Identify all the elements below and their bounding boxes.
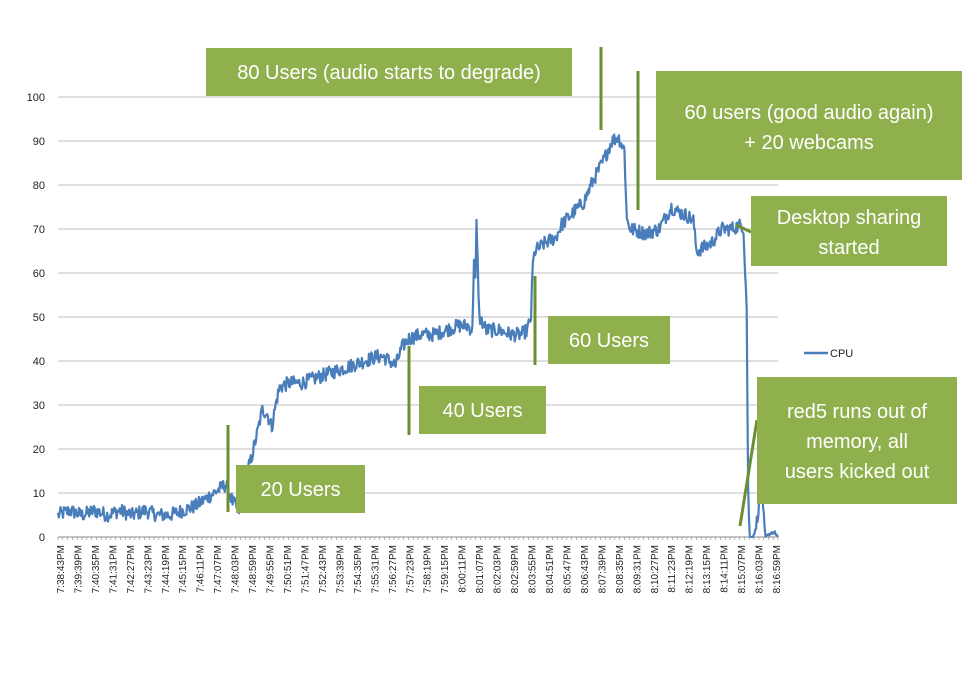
x-tick-label: 8:01:07PM xyxy=(475,545,486,593)
x-tick-label: 7:54:35PM xyxy=(353,545,364,593)
callout-box xyxy=(206,48,572,96)
y-tick-label: 40 xyxy=(33,356,45,368)
y-tick-label: 50 xyxy=(33,312,45,324)
x-tick-label: 8:07:39PM xyxy=(597,545,608,593)
x-tick-label: 8:02:59PM xyxy=(510,545,521,593)
x-tick-label: 7:41:31PM xyxy=(108,545,119,593)
callout-text: memory, all xyxy=(806,431,908,453)
x-tick-label: 8:04:51PM xyxy=(545,545,556,593)
callout-box xyxy=(751,196,947,266)
callout-text: 60 users (good audio again) xyxy=(684,102,933,124)
y-tick-label: 60 xyxy=(33,268,45,280)
x-tick-label: 7:55:31PM xyxy=(370,545,381,593)
x-tick-label: 7:38:43PM xyxy=(56,545,67,593)
x-tick-label: 8:16:59PM xyxy=(772,545,783,593)
x-tick-label: 8:03:55PM xyxy=(528,545,539,593)
x-tick-label: 7:49:55PM xyxy=(266,545,277,593)
series-line-cpu xyxy=(56,133,779,539)
x-tick-label: 7:47:07PM xyxy=(213,545,224,593)
x-tick-label: 7:44:19PM xyxy=(161,545,172,593)
x-tick-label: 7:46:11PM xyxy=(196,545,207,593)
x-tick-label: 8:09:31PM xyxy=(632,545,643,593)
x-tick-label: 7:43:23PM xyxy=(143,545,154,593)
x-tick-label: 8:08:35PM xyxy=(615,545,626,593)
y-tick-label: 90 xyxy=(33,136,45,148)
x-tick-label: 8:13:15PM xyxy=(702,545,713,593)
x-tick-label: 8:15:07PM xyxy=(737,545,748,593)
x-tick-label: 8:10:27PM xyxy=(650,545,661,593)
callout-text: 60 Users xyxy=(569,330,649,352)
x-tick-label: 7:52:43PM xyxy=(318,545,329,593)
callout-text: 20 Users xyxy=(260,479,340,501)
y-tick-label: 10 xyxy=(33,488,45,500)
callout-text: 80 Users (audio starts to degrade) xyxy=(237,62,541,84)
x-tick-label: 7:45:15PM xyxy=(178,545,189,593)
callout-text: users kicked out xyxy=(785,461,930,483)
x-tick-label: 7:50:51PM xyxy=(283,545,294,593)
y-tick-label: 0 xyxy=(39,532,45,544)
x-tick-label: 8:06:43PM xyxy=(580,545,591,593)
legend-label-cpu: CPU xyxy=(830,348,853,360)
y-tick-label: 100 xyxy=(27,92,45,104)
x-tick-label: 8:02:03PM xyxy=(493,545,504,593)
x-tick-label: 7:57:23PM xyxy=(405,545,416,593)
x-tick-label: 8:14:11PM xyxy=(720,545,731,593)
callout-text: Desktop sharing xyxy=(777,207,922,229)
x-tick-label: 7:56:27PM xyxy=(388,545,399,593)
x-tick-label: 7:40:35PM xyxy=(91,545,102,593)
callout-text: 40 Users xyxy=(442,400,522,422)
y-tick-label: 80 xyxy=(33,180,45,192)
callout-box xyxy=(419,386,546,434)
x-tick-label: 7:58:19PM xyxy=(423,545,434,593)
callout-text: red5 runs out of xyxy=(787,401,928,423)
x-tick-label: 7:53:39PM xyxy=(335,545,346,593)
callout-leader xyxy=(738,419,759,527)
callout-text: + 20 webcams xyxy=(744,132,874,154)
x-tick-label: 7:59:15PM xyxy=(440,545,451,593)
y-tick-label: 30 xyxy=(33,400,45,412)
callout-box xyxy=(757,377,957,504)
callout-box xyxy=(548,316,670,364)
callout-box xyxy=(656,71,962,180)
callout-text: started xyxy=(818,237,879,259)
y-tick-label: 70 xyxy=(33,224,45,236)
x-tick-label: 8:12:19PM xyxy=(685,545,696,593)
x-tick-label: 8:00:11PM xyxy=(458,545,469,593)
callout-leader xyxy=(735,223,752,234)
callout-box xyxy=(236,465,365,513)
x-tick-label: 8:11:23PM xyxy=(667,545,678,593)
x-tick-label: 8:16:03PM xyxy=(755,545,766,593)
x-tick-label: 7:48:03PM xyxy=(231,545,242,593)
x-tick-label: 8:05:47PM xyxy=(562,545,573,593)
x-tick-label: 7:51:47PM xyxy=(300,545,311,593)
x-tick-label: 7:39:39PM xyxy=(73,545,84,593)
x-tick-label: 7:42:27PM xyxy=(126,545,137,593)
y-tick-label: 20 xyxy=(33,444,45,456)
x-tick-label: 7:48:59PM xyxy=(248,545,259,593)
